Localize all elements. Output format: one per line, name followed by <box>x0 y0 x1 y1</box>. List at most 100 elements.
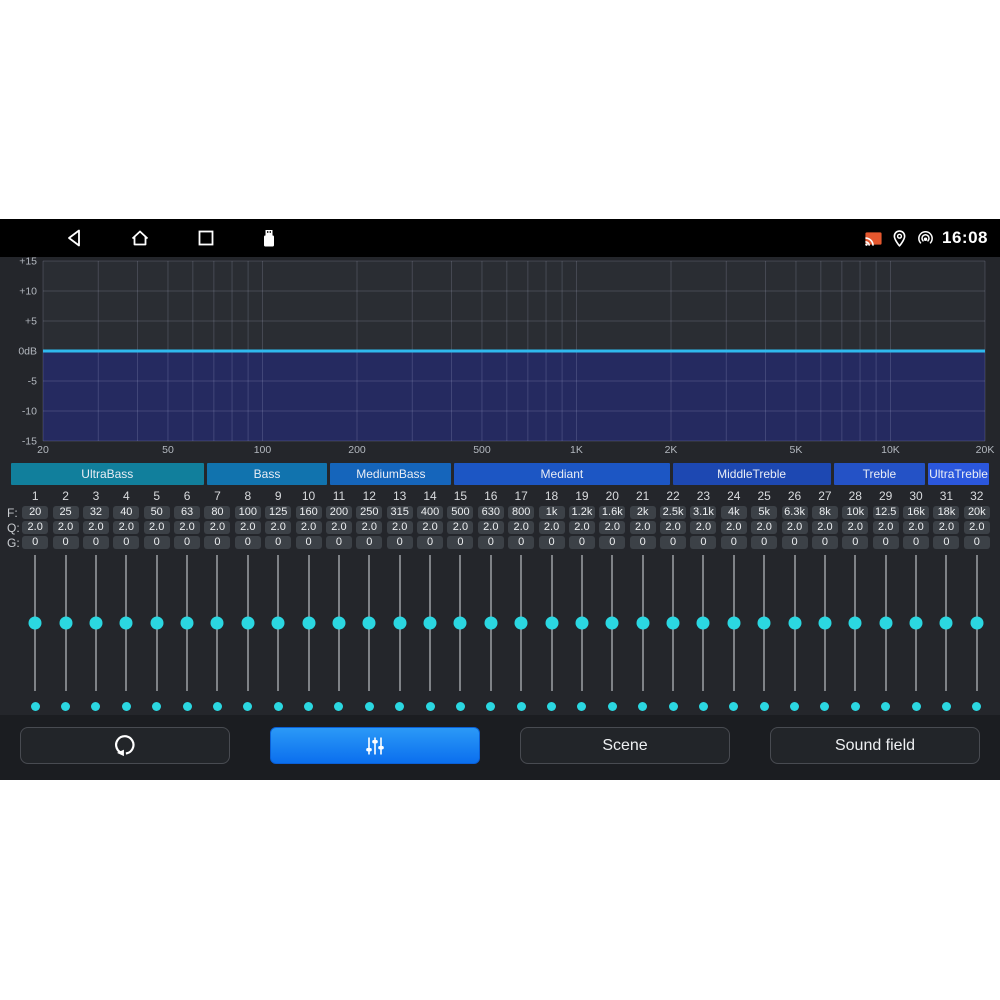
gain-slider-12[interactable] <box>354 553 384 693</box>
slider-knob-16[interactable] <box>484 616 498 630</box>
slider-knob-9[interactable] <box>271 616 285 630</box>
slider-knob-4[interactable] <box>119 616 133 630</box>
gain-slider-31[interactable] <box>931 553 961 693</box>
band-28-q-value: 2.0 <box>842 521 869 534</box>
band-10-gain-value: 0 <box>295 536 322 549</box>
home-button[interactable] <box>130 228 150 248</box>
slider-knob-26[interactable] <box>788 616 802 630</box>
slider-knob-20[interactable] <box>605 616 619 630</box>
gain-slider-16[interactable] <box>476 553 506 693</box>
gain-slider-29[interactable] <box>871 553 901 693</box>
band-27-gain-value: 0 <box>811 536 838 549</box>
slider-knob-28[interactable] <box>848 616 862 630</box>
band-column-22: 22 2.5k 2.0 0 <box>658 489 688 551</box>
gain-slider-9[interactable] <box>263 553 293 693</box>
band-27-freq-value: 8k <box>811 506 838 519</box>
slider-knob-30[interactable] <box>909 616 923 630</box>
slider-knob-19[interactable] <box>575 616 589 630</box>
slider-knob-12[interactable] <box>362 616 376 630</box>
band-20-number: 20 <box>605 489 619 503</box>
svg-text:5K: 5K <box>790 444 803 455</box>
gain-slider-28[interactable] <box>840 553 870 693</box>
recents-button[interactable] <box>196 228 216 248</box>
slider-knob-13[interactable] <box>393 616 407 630</box>
slider-dot-11 <box>334 701 344 711</box>
gain-slider-10[interactable] <box>293 553 323 693</box>
gain-slider-19[interactable] <box>567 553 597 693</box>
gain-slider-21[interactable] <box>628 553 658 693</box>
slider-knob-24[interactable] <box>727 616 741 630</box>
equalizer-button[interactable] <box>270 727 480 764</box>
slider-knob-14[interactable] <box>423 616 437 630</box>
slider-knob-1[interactable] <box>28 616 42 630</box>
slider-knob-18[interactable] <box>545 616 559 630</box>
gain-slider-3[interactable] <box>81 553 111 693</box>
band-11-q-value: 2.0 <box>325 521 352 534</box>
gain-slider-23[interactable] <box>688 553 718 693</box>
slider-knob-7[interactable] <box>210 616 224 630</box>
reset-button[interactable] <box>20 727 230 764</box>
slider-knob-27[interactable] <box>818 616 832 630</box>
gain-slider-24[interactable] <box>719 553 749 693</box>
gain-slider-22[interactable] <box>658 553 688 693</box>
slider-knob-21[interactable] <box>636 616 650 630</box>
band-5-number: 5 <box>153 489 161 503</box>
slider-knob-10[interactable] <box>302 616 316 630</box>
slider-knob-3[interactable] <box>89 616 103 630</box>
band-18-freq-value: 1k <box>538 506 565 519</box>
gain-slider-27[interactable] <box>810 553 840 693</box>
gain-slider-14[interactable] <box>415 553 445 693</box>
slider-knob-6[interactable] <box>180 616 194 630</box>
svg-text:2K: 2K <box>665 444 678 455</box>
gain-slider-13[interactable] <box>385 553 415 693</box>
band-column-28: 28 10k 2.0 0 <box>840 489 870 551</box>
eq-response-chart: +15 +10 +5 0dB -5 -10 -15 20 50 100 200 500 1K 2K 5K 10… <box>0 257 1000 455</box>
slider-knob-29[interactable] <box>879 616 893 630</box>
sound-field-button[interactable]: Sound field <box>770 727 980 764</box>
slider-knob-22[interactable] <box>666 616 680 630</box>
gain-slider-25[interactable] <box>749 553 779 693</box>
slider-knob-5[interactable] <box>150 616 164 630</box>
slider-knob-32[interactable] <box>970 616 984 630</box>
slider-knob-8[interactable] <box>241 616 255 630</box>
slider-knob-23[interactable] <box>696 616 710 630</box>
gain-slider-26[interactable] <box>779 553 809 693</box>
slider-dot-col-22 <box>658 701 688 711</box>
gain-slider-11[interactable] <box>324 553 354 693</box>
band-parameters-table: F: Q: G: 1 20 2.0 0 2 25 2.0 0 3 32 2.0 0 4 40 2.0 0 5 50… <box>0 489 1000 551</box>
gain-slider-6[interactable] <box>172 553 202 693</box>
slider-knob-15[interactable] <box>453 616 467 630</box>
band-28-number: 28 <box>848 489 862 503</box>
band-31-freq-value: 18k <box>933 506 960 519</box>
slider-knob-11[interactable] <box>332 616 346 630</box>
gain-slider-32[interactable] <box>962 553 992 693</box>
band-column-14: 14 400 2.0 0 <box>415 489 445 551</box>
slider-knob-31[interactable] <box>939 616 953 630</box>
slider-dot-14 <box>425 701 435 711</box>
slider-knob-25[interactable] <box>757 616 771 630</box>
gain-slider-15[interactable] <box>445 553 475 693</box>
slider-dot-col-30 <box>901 701 931 711</box>
slider-dot-col-16 <box>476 701 506 711</box>
gain-slider-1[interactable] <box>20 553 50 693</box>
gain-slider-5[interactable] <box>142 553 172 693</box>
band-2-q-value: 2.0 <box>52 521 79 534</box>
slider-dot-19 <box>577 701 587 711</box>
band-column-26: 26 6.3k 2.0 0 <box>779 489 809 551</box>
gain-slider-4[interactable] <box>111 553 141 693</box>
band-23-gain-value: 0 <box>690 536 717 549</box>
scene-button[interactable]: Scene <box>520 727 730 764</box>
gain-slider-20[interactable] <box>597 553 627 693</box>
band-6-gain-value: 0 <box>174 536 201 549</box>
gain-slider-8[interactable] <box>233 553 263 693</box>
gain-slider-17[interactable] <box>506 553 536 693</box>
back-button[interactable] <box>65 228 85 248</box>
gain-slider-18[interactable] <box>536 553 566 693</box>
slider-knob-17[interactable] <box>514 616 528 630</box>
slider-knob-2[interactable] <box>59 616 73 630</box>
gain-slider-7[interactable] <box>202 553 232 693</box>
band-column-11: 11 200 2.0 0 <box>324 489 354 551</box>
gain-slider-2[interactable] <box>50 553 80 693</box>
gain-slider-30[interactable] <box>901 553 931 693</box>
sound-field-button-label: Sound field <box>834 736 916 754</box>
